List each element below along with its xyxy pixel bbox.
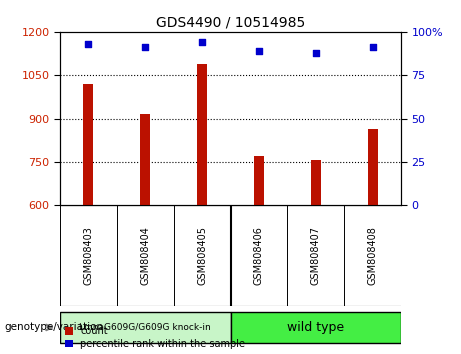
- Bar: [197, 64, 207, 205]
- Text: GSM808405: GSM808405: [197, 226, 207, 285]
- Title: GDS4490 / 10514985: GDS4490 / 10514985: [156, 15, 305, 29]
- Text: GSM808408: GSM808408: [367, 226, 378, 285]
- Text: GSM808406: GSM808406: [254, 226, 264, 285]
- Point: [255, 48, 263, 54]
- Bar: [254, 156, 264, 205]
- Point: [369, 45, 376, 50]
- Bar: [140, 114, 150, 205]
- Legend: count, percentile rank within the sample: count, percentile rank within the sample: [65, 326, 245, 349]
- Bar: [83, 84, 94, 205]
- Text: LmnaG609G/G609G knock-in: LmnaG609G/G609G knock-in: [79, 323, 211, 332]
- Text: genotype/variation: genotype/variation: [5, 322, 104, 332]
- Text: GSM808403: GSM808403: [83, 226, 94, 285]
- Bar: [367, 129, 378, 205]
- Point: [85, 41, 92, 47]
- Point: [142, 45, 149, 50]
- FancyBboxPatch shape: [230, 312, 401, 343]
- Text: GSM808404: GSM808404: [140, 226, 150, 285]
- Bar: [311, 160, 321, 205]
- FancyBboxPatch shape: [60, 312, 230, 343]
- Point: [312, 50, 319, 56]
- Text: wild type: wild type: [287, 321, 344, 334]
- Text: GSM808407: GSM808407: [311, 226, 321, 285]
- Point: [198, 39, 206, 45]
